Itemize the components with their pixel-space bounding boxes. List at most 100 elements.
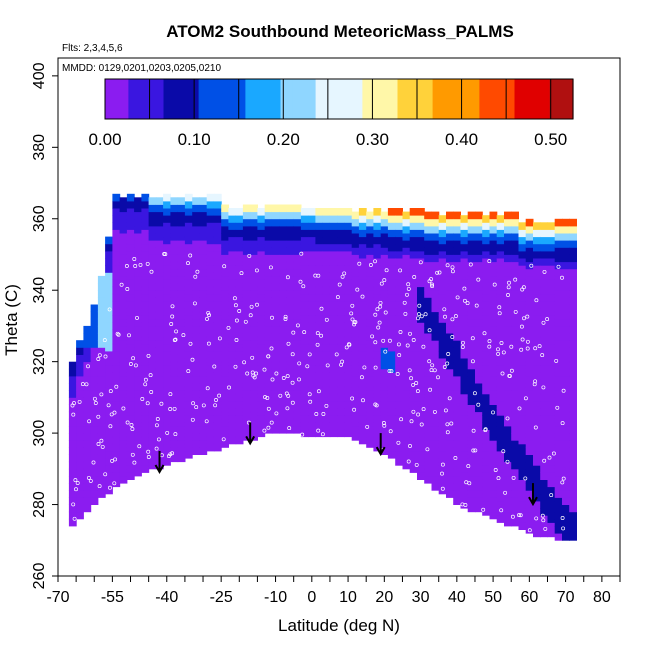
sample-point — [313, 273, 318, 278]
field-cell — [315, 386, 324, 395]
field-cell — [424, 454, 432, 463]
field-cell — [489, 233, 498, 241]
field-cell — [235, 350, 244, 359]
field-cell — [141, 250, 150, 259]
colorbar-swatch — [409, 79, 422, 119]
field-cell — [402, 240, 411, 248]
field-cell — [97, 447, 106, 455]
sample-point — [347, 342, 352, 347]
field-cell — [460, 222, 469, 230]
field-cell — [213, 365, 222, 373]
field-cell — [409, 279, 418, 288]
field-cell — [380, 311, 389, 320]
sample-point — [77, 399, 82, 404]
field-cell — [257, 258, 266, 266]
colorbar-swatch — [245, 79, 258, 119]
colorbar-swatch — [444, 79, 457, 119]
field-cell — [467, 304, 476, 313]
field-cell — [518, 451, 527, 459]
field-cell — [337, 258, 345, 266]
field-cell — [554, 418, 563, 427]
sample-point — [350, 303, 355, 308]
field-cell — [438, 229, 447, 238]
field-cell — [446, 354, 454, 363]
field-cell — [395, 222, 403, 230]
field-cell — [250, 233, 258, 241]
field-cell — [344, 279, 353, 288]
sample-point — [192, 301, 197, 306]
field-cell — [344, 229, 353, 238]
field-cell — [199, 225, 208, 234]
field-cell — [308, 265, 316, 273]
field-cell — [134, 233, 142, 241]
sample-point — [298, 279, 303, 284]
field-cell — [112, 308, 121, 316]
field-cell — [221, 225, 229, 234]
field-cell — [511, 283, 519, 291]
field-cell — [213, 243, 222, 252]
sample-point — [217, 393, 222, 398]
field-cell — [90, 497, 99, 505]
field-cell — [242, 211, 251, 220]
field-cell — [460, 386, 469, 395]
field-cell — [83, 504, 92, 513]
field-cell — [380, 233, 389, 241]
field-cell — [547, 243, 556, 252]
field-cell — [518, 429, 527, 438]
field-cell — [68, 461, 77, 470]
field-cell — [467, 361, 476, 370]
field-cell — [525, 333, 534, 341]
field-cell — [279, 354, 287, 363]
field-cell — [199, 247, 208, 255]
sample-point — [416, 312, 421, 317]
field-cell — [119, 468, 128, 477]
sample-point — [375, 307, 380, 312]
field-cell — [242, 361, 251, 370]
field-cell — [83, 383, 92, 391]
field-cell — [460, 393, 469, 402]
field-cell — [315, 358, 324, 366]
field-cell — [105, 336, 113, 345]
field-cell — [134, 283, 142, 291]
field-cell — [134, 197, 142, 205]
field-cell — [250, 261, 258, 270]
field-cell — [366, 261, 374, 270]
field-cell — [417, 222, 425, 230]
field-cell — [438, 315, 447, 323]
field-cell — [460, 358, 469, 366]
field-cell — [467, 383, 476, 391]
sample-point — [487, 339, 492, 344]
field-cell — [76, 383, 84, 391]
sample-point — [297, 377, 301, 382]
sample-point — [378, 304, 383, 309]
field-cell — [453, 418, 461, 427]
sample-point — [440, 471, 444, 476]
field-cell — [163, 350, 171, 359]
field-cell — [264, 268, 273, 277]
field-cell — [192, 418, 200, 427]
colorbar-swatch — [233, 79, 246, 119]
field-cell — [126, 308, 135, 316]
sample-point — [268, 265, 273, 270]
sample-point — [191, 401, 196, 406]
field-cell — [213, 272, 222, 280]
field-cell — [163, 358, 171, 366]
sample-point — [540, 513, 545, 518]
field-cell — [446, 404, 454, 413]
field-cell — [504, 383, 512, 391]
field-cell — [402, 368, 411, 377]
field-cell — [76, 354, 84, 363]
field-cell — [250, 268, 258, 277]
field-cell — [141, 265, 150, 273]
field-cell — [206, 386, 215, 395]
field-cell — [446, 490, 454, 498]
field-cell — [562, 254, 570, 263]
field-cell — [322, 386, 331, 395]
field-cell — [540, 415, 548, 423]
field-cell — [112, 350, 121, 359]
field-cell — [308, 415, 316, 423]
field-cell — [300, 401, 309, 409]
field-cell — [562, 526, 570, 534]
sample-point — [471, 428, 476, 433]
field-cell — [148, 283, 157, 291]
